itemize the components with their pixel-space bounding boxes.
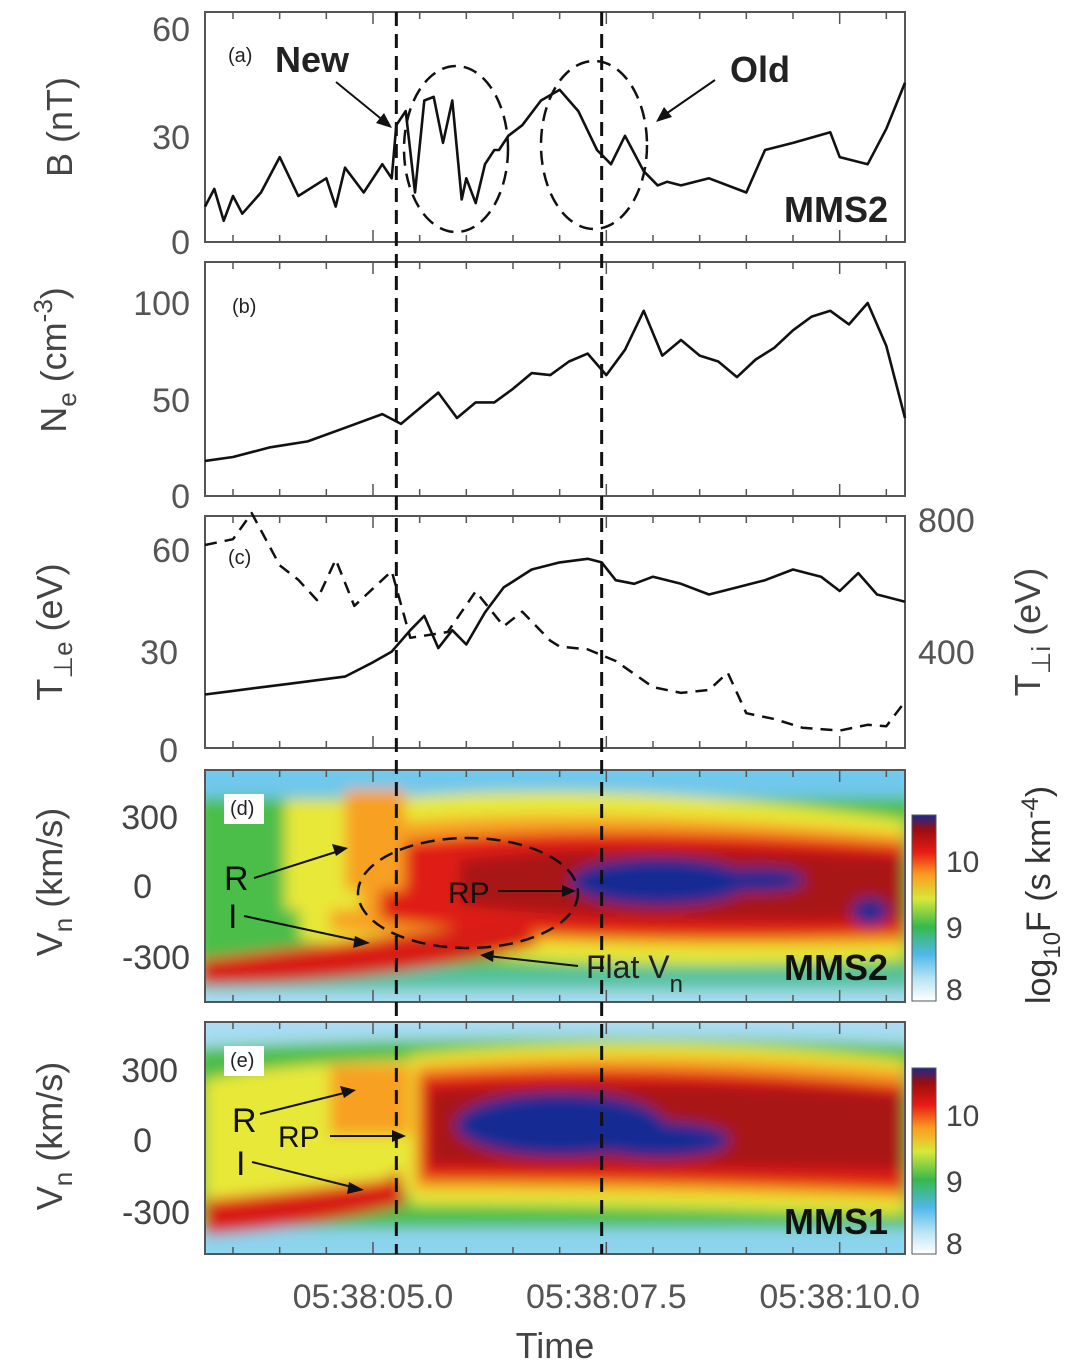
panel-d-ytick: -300 bbox=[122, 939, 190, 977]
old-arrow bbox=[659, 79, 716, 119]
panel-b-ytick: 100 bbox=[133, 285, 190, 323]
flat-vn-arrow bbox=[487, 955, 579, 967]
panel-b-label: (b) bbox=[232, 296, 256, 318]
panel-d-colorbar-bar bbox=[911, 814, 937, 1002]
panel-c-label: (c) bbox=[228, 547, 251, 569]
panel-e-cbtick: 10 bbox=[946, 1100, 979, 1133]
event-markers bbox=[394, 12, 604, 1254]
panel-e-r-label: R bbox=[232, 1102, 257, 1140]
old-arrowhead bbox=[656, 107, 672, 122]
panel-a: 0 30 60 B (nT) (a) New Old MMS2 bbox=[39, 11, 907, 262]
panel-d-ylabel: Vn (km/s) bbox=[29, 808, 78, 956]
x-tick-label: 05:38:10.0 bbox=[759, 1278, 920, 1316]
ne-line bbox=[204, 301, 907, 463]
new-event-ellipse bbox=[402, 64, 510, 234]
panel-a-ylabel: B (nT) bbox=[39, 77, 80, 177]
panel-a-ytick: 0 bbox=[171, 224, 190, 262]
panel-e-spacecraft: MMS1 bbox=[784, 1201, 888, 1242]
panel-e-yticks: -300 0 300 bbox=[121, 1052, 190, 1232]
panel-c-ylabel: T⊥e (eV) bbox=[29, 563, 78, 700]
panel-e-label: (e) bbox=[230, 1050, 254, 1072]
panel-d: -300 0 300 Vn (km/s) (d) R I RP Flat Vn … bbox=[29, 769, 1066, 1007]
panel-d-label-bg bbox=[224, 794, 264, 824]
x-tick-label: 05:38:07.5 bbox=[526, 1278, 687, 1316]
panel-d-cbtick: 9 bbox=[946, 912, 963, 945]
panel-e-colorbar-bar bbox=[911, 1067, 937, 1255]
panel-e-colorbar: 8 9 10 bbox=[911, 1067, 979, 1261]
panel-a-yticks: 0 30 60 bbox=[152, 11, 190, 262]
panel-e-label-bg bbox=[224, 1046, 264, 1076]
panel-e: -300 0 300 Vn (km/s) (e) R RP I MMS1 8 9… bbox=[29, 1021, 979, 1261]
panel-e-i-arrow bbox=[251, 1161, 357, 1189]
panel-e-cbtick: 8 bbox=[946, 1228, 963, 1261]
panel-d-r-label: R bbox=[224, 860, 249, 898]
panel-a-frame bbox=[204, 11, 906, 243]
old-event-ellipse bbox=[539, 59, 649, 231]
panel-b-series bbox=[204, 301, 907, 463]
panel-d-r-arrowhead bbox=[332, 844, 348, 856]
panel-d-i-label: I bbox=[228, 898, 237, 936]
panel-d-cbtick: 8 bbox=[946, 974, 963, 1007]
panel-e-i-label: I bbox=[236, 1145, 245, 1183]
panel-c-yticks-right: 400 800 bbox=[918, 502, 975, 672]
panel-b-ytick: 50 bbox=[152, 382, 190, 420]
panel-d-yticks: -300 0 300 bbox=[121, 799, 190, 977]
panel-c-frame bbox=[204, 515, 906, 749]
panel-d-spacecraft: MMS2 bbox=[784, 947, 888, 988]
rp-ellipse bbox=[356, 836, 580, 950]
panel-e-ytick: -300 bbox=[122, 1194, 190, 1232]
panel-e-cbtick: 9 bbox=[946, 1166, 963, 1199]
panel-e-r-arrowhead bbox=[340, 1086, 356, 1098]
panel-a-label: (a) bbox=[228, 45, 252, 67]
panel-c-ytick-right: 800 bbox=[918, 502, 975, 540]
panel-c-series bbox=[204, 511, 906, 732]
panel-a-spacecraft: MMS2 bbox=[784, 189, 888, 230]
panel-c: 0 30 60 400 800 T⊥e (eV) T⊥i (eV) (c) bbox=[29, 502, 1056, 770]
panel-e-ylabel: Vn (km/s) bbox=[29, 1062, 78, 1210]
panel-c-ytick: 30 bbox=[140, 634, 178, 672]
panel-c-ylabel-right: T⊥i (eV) bbox=[1007, 568, 1056, 696]
colorbar-label: log10F (s km-4) bbox=[1017, 786, 1066, 1004]
panel-b-ytick: 0 bbox=[171, 478, 190, 516]
panel-c-yticks: 0 30 60 bbox=[140, 532, 190, 770]
panel-e-ytick: 0 bbox=[133, 1122, 152, 1160]
panel-d-colorbar: 8 9 10 bbox=[911, 814, 979, 1007]
panel-d-r-arrow bbox=[253, 849, 343, 879]
panel-b: 0 50 100 Ne (cm-3) (b) bbox=[28, 261, 907, 516]
panel-b-yticks: 0 50 100 bbox=[133, 285, 190, 516]
panel-d-label: (d) bbox=[230, 798, 254, 820]
b-field-line bbox=[203, 82, 907, 223]
flat-vn-arrowhead bbox=[480, 950, 494, 962]
te-perp-line bbox=[204, 557, 906, 696]
x-axis-label: Time bbox=[516, 1325, 595, 1366]
ti-perp-line bbox=[204, 511, 906, 732]
x-axis-ticks: 05:38:05.0 05:38:07.5 05:38:10.0 bbox=[232, 12, 920, 1316]
old-label: Old bbox=[730, 49, 790, 90]
panel-c-ytick: 60 bbox=[152, 532, 190, 570]
panel-b-ylabel: Ne (cm-3) bbox=[28, 287, 82, 433]
panel-a-ytick: 60 bbox=[152, 11, 190, 49]
panel-d-i-arrow bbox=[243, 915, 365, 943]
panel-d-frame bbox=[204, 769, 906, 1003]
panel-d-rp-label: RP bbox=[448, 877, 490, 910]
panel-d-cbtick: 10 bbox=[946, 846, 979, 879]
panel-c-ytick-right: 400 bbox=[918, 634, 975, 672]
panel-c-ytick: 0 bbox=[159, 732, 178, 770]
panel-d-ytick: 300 bbox=[121, 799, 178, 837]
new-arrowhead bbox=[376, 113, 392, 128]
panel-e-i-arrowhead bbox=[347, 1182, 364, 1194]
new-label: New bbox=[275, 39, 350, 80]
panel-a-series bbox=[203, 82, 907, 223]
panel-e-rp-label: RP bbox=[278, 1121, 320, 1154]
panel-e-frame bbox=[204, 1021, 906, 1255]
panel-a-ytick: 30 bbox=[152, 119, 190, 157]
panel-d-i-arrowhead bbox=[353, 936, 370, 948]
panel-e-r-arrow bbox=[259, 1091, 349, 1115]
panel-d-rp-arrowhead bbox=[562, 885, 576, 897]
panel-d-ytick: 0 bbox=[133, 868, 152, 906]
x-tick-label: 05:38:05.0 bbox=[293, 1278, 454, 1316]
panel-b-frame bbox=[204, 261, 906, 497]
panel-e-ytick: 300 bbox=[121, 1052, 178, 1090]
